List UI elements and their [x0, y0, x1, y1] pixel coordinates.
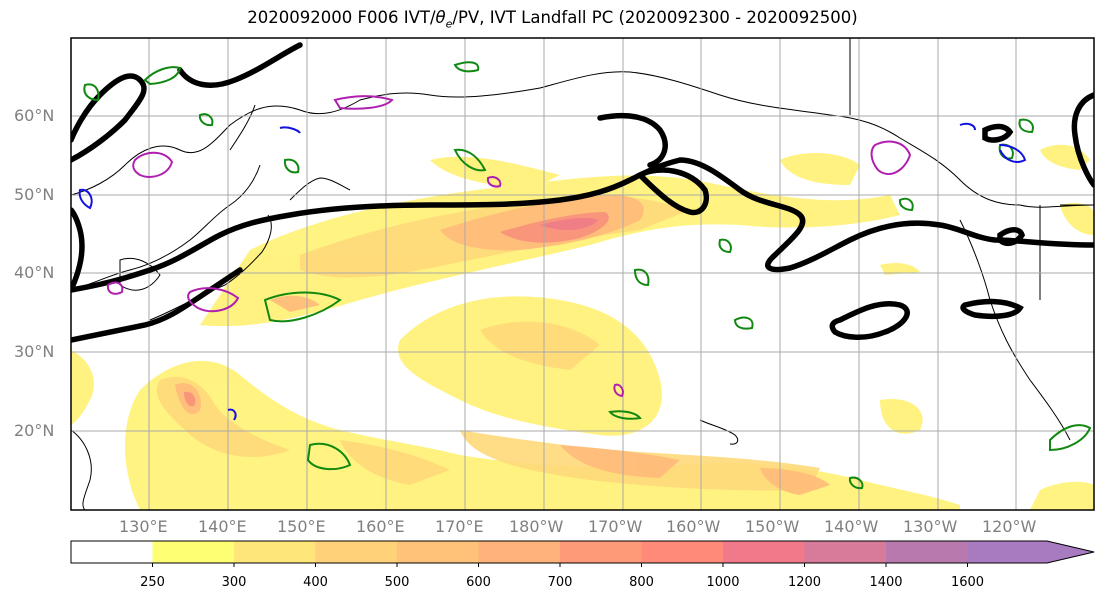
lon-label: 180°W [509, 517, 564, 536]
lon-label: 150°W [745, 517, 800, 536]
cb-bin-10 [886, 541, 968, 563]
lat-label: 20°N [14, 421, 55, 440]
lat-label: 30°N [14, 342, 55, 361]
colorbar-tick-label: 1000 [706, 575, 740, 590]
lon-label: 150°E [277, 517, 326, 536]
ivt-shading [71, 38, 1094, 510]
colorbar-tick-label: 400 [303, 575, 328, 590]
colorbar-tick-label: 1200 [787, 575, 822, 590]
lon-label: 120°W [982, 517, 1037, 536]
lon-label: 130°E [119, 517, 168, 536]
cb-bin-6 [560, 541, 642, 563]
pv-contours [83, 61, 1092, 490]
colorbar-tick-label: 1400 [869, 575, 903, 590]
cb-bin-2 [234, 541, 316, 563]
colorbar-tick-label: 300 [221, 575, 247, 590]
cb-bin-7 [641, 541, 723, 563]
lon-label: 170°W [588, 517, 643, 536]
cb-bin-8 [723, 541, 805, 563]
colorbar-tick-label: 1600 [950, 575, 985, 590]
cb-bin-1 [152, 541, 234, 563]
lon-label: 140°E [198, 517, 247, 536]
map-border [70, 37, 1095, 511]
lat-label: 60°N [14, 106, 55, 125]
pv-contours-blue [78, 122, 1027, 421]
colorbar-tick-label: 250 [140, 575, 165, 590]
cb-bin-9 [804, 541, 886, 563]
colorbar-tick-label: 700 [547, 575, 573, 590]
pv-contours-magenta [106, 95, 912, 398]
lon-label: 130°W [903, 517, 958, 536]
colorbar-tick-label: 500 [384, 575, 410, 590]
ivt-colorbar [70, 540, 1095, 567]
cb-bin-11 [967, 541, 1048, 563]
cb-extend-arrow [1047, 541, 1094, 563]
colorbar-tick-label: 600 [466, 575, 491, 590]
lon-label: 140°W [824, 517, 879, 536]
cb-bin-0 [71, 541, 153, 563]
cb-bin-5 [478, 541, 560, 563]
lon-label: 170°E [435, 517, 484, 536]
theta-e-contours [71, 42, 1094, 343]
graticule [71, 38, 1094, 510]
lon-label: 160°W [666, 517, 721, 536]
lat-label: 50°N [14, 185, 55, 204]
lat-label: 40°N [14, 263, 55, 282]
cb-bin-3 [315, 541, 397, 563]
map-title: 2020092000 F006 IVT/θe/PV, IVT Landfall … [247, 8, 858, 31]
colorbar-tick-label: 800 [629, 575, 654, 590]
lon-label: 160°E [356, 517, 405, 536]
cb-bin-4 [397, 541, 479, 563]
